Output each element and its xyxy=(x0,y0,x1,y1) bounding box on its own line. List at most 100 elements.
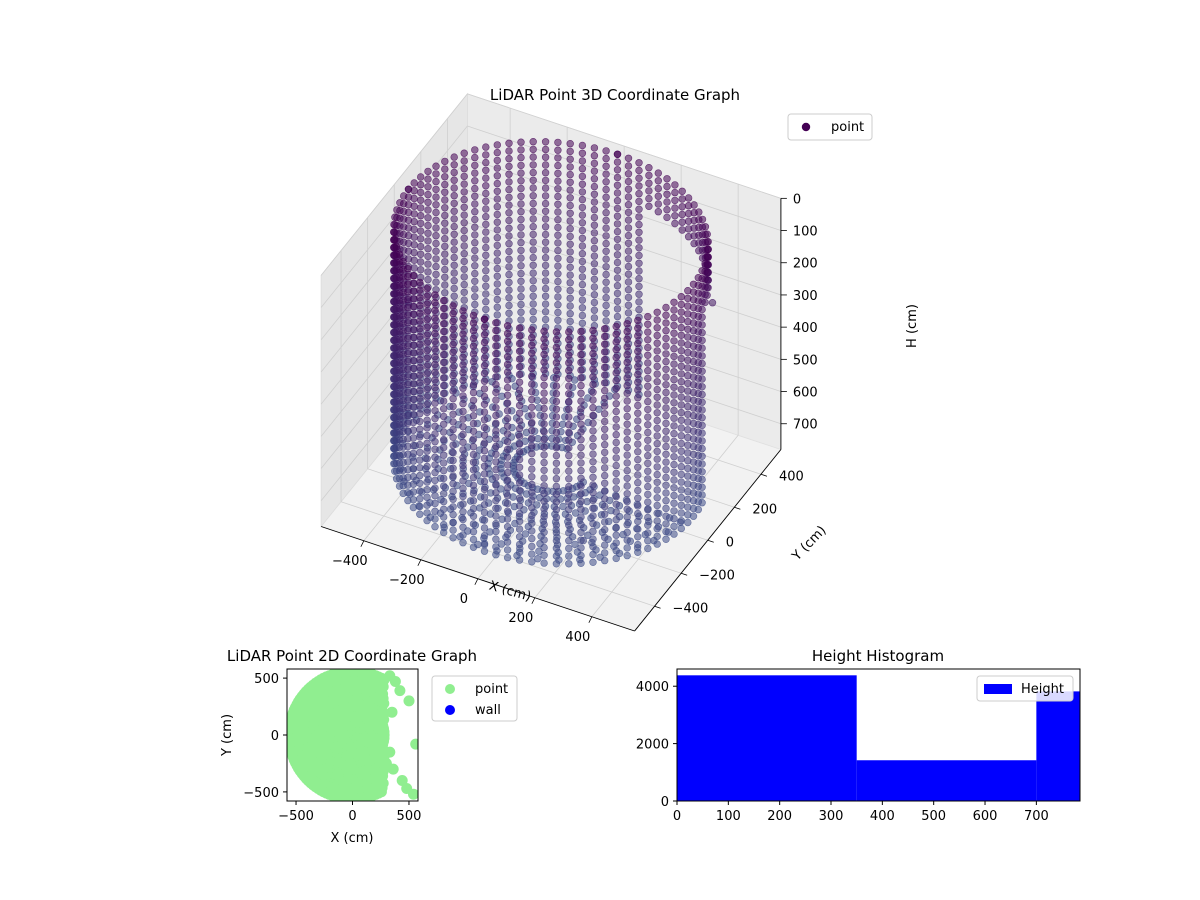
data-point xyxy=(515,401,524,410)
data-point xyxy=(565,498,573,506)
data-point xyxy=(482,236,490,244)
data-point xyxy=(492,373,500,381)
data-point xyxy=(449,310,457,318)
data-point xyxy=(515,455,524,464)
data-point xyxy=(634,494,642,502)
legend-height-swatch xyxy=(984,684,1012,694)
data-point xyxy=(600,518,609,526)
data-point xyxy=(600,456,609,464)
data-point xyxy=(584,531,592,539)
data-point xyxy=(565,490,573,498)
data-point xyxy=(404,265,412,273)
data-point xyxy=(449,333,457,341)
data-point xyxy=(493,179,501,188)
data-point xyxy=(431,468,439,477)
data-point xyxy=(662,527,670,536)
data-point xyxy=(670,484,678,492)
data-point xyxy=(515,324,524,332)
data-point xyxy=(566,310,574,318)
data-point xyxy=(653,494,661,502)
data-point xyxy=(565,343,573,352)
data-point xyxy=(409,403,418,411)
data-point xyxy=(554,177,562,185)
data-point xyxy=(612,423,620,431)
data-point xyxy=(449,441,457,449)
data-point xyxy=(613,173,622,182)
data-point xyxy=(590,152,599,160)
data-point xyxy=(482,305,490,314)
data-point xyxy=(663,182,671,191)
data-point xyxy=(554,293,562,301)
data-point xyxy=(540,520,548,529)
data-point xyxy=(552,459,561,467)
data-point xyxy=(612,454,620,462)
data-point xyxy=(589,543,597,551)
data-point xyxy=(612,384,620,393)
data-point xyxy=(460,188,468,196)
data-point xyxy=(441,188,449,197)
data-point xyxy=(416,441,424,449)
data-point xyxy=(612,338,620,346)
data-point xyxy=(492,550,500,559)
data-point xyxy=(517,192,525,201)
data-point xyxy=(590,159,599,168)
data-point xyxy=(600,471,609,480)
data-point xyxy=(503,414,512,423)
data-point xyxy=(541,207,550,216)
data-point xyxy=(492,504,500,512)
x-tick-label: −200 xyxy=(389,573,425,588)
data-point xyxy=(653,447,661,456)
data-point xyxy=(554,231,562,239)
data-point xyxy=(577,366,585,374)
data-point xyxy=(440,327,448,336)
data-point xyxy=(703,252,711,261)
data-point xyxy=(528,388,536,396)
data-point xyxy=(505,247,513,256)
data-point xyxy=(566,294,574,302)
data-point xyxy=(410,179,418,187)
data-point xyxy=(480,470,489,478)
data-point xyxy=(663,213,671,222)
data-point xyxy=(431,322,439,330)
data-point xyxy=(431,507,439,515)
data-point xyxy=(565,521,573,529)
data-point xyxy=(678,195,686,203)
data-point xyxy=(600,417,609,426)
data-point xyxy=(578,226,587,235)
data-point xyxy=(431,353,439,361)
data-point xyxy=(529,238,537,246)
data-point xyxy=(460,250,468,258)
data-point xyxy=(677,408,685,417)
data-point xyxy=(505,263,513,271)
data-point xyxy=(612,322,620,331)
data-point xyxy=(432,247,440,255)
data-point xyxy=(566,255,574,264)
data-point xyxy=(480,377,489,385)
data-point xyxy=(449,449,457,457)
chart-2d-points xyxy=(287,669,418,801)
data-point xyxy=(440,405,448,413)
legend-label-wall: wall xyxy=(475,703,501,718)
data-point xyxy=(469,458,478,466)
data-point xyxy=(529,261,537,269)
data-point xyxy=(644,405,652,414)
data-point xyxy=(459,469,467,477)
data-point xyxy=(653,370,661,378)
data-point xyxy=(541,230,550,239)
data-point xyxy=(529,308,537,316)
data-point xyxy=(469,489,478,497)
data-point xyxy=(469,427,478,435)
data-point xyxy=(677,524,685,533)
data-point xyxy=(503,360,512,369)
data-point xyxy=(577,420,585,428)
data-point xyxy=(529,223,537,231)
data-point xyxy=(578,195,587,204)
data-point xyxy=(600,356,609,364)
data-point xyxy=(613,243,622,251)
data-point xyxy=(552,428,561,437)
data-point xyxy=(578,265,587,273)
x-tick xyxy=(531,597,536,604)
x-tick-label: 0 xyxy=(460,592,468,607)
data-point xyxy=(677,393,685,401)
data-point xyxy=(578,149,587,158)
